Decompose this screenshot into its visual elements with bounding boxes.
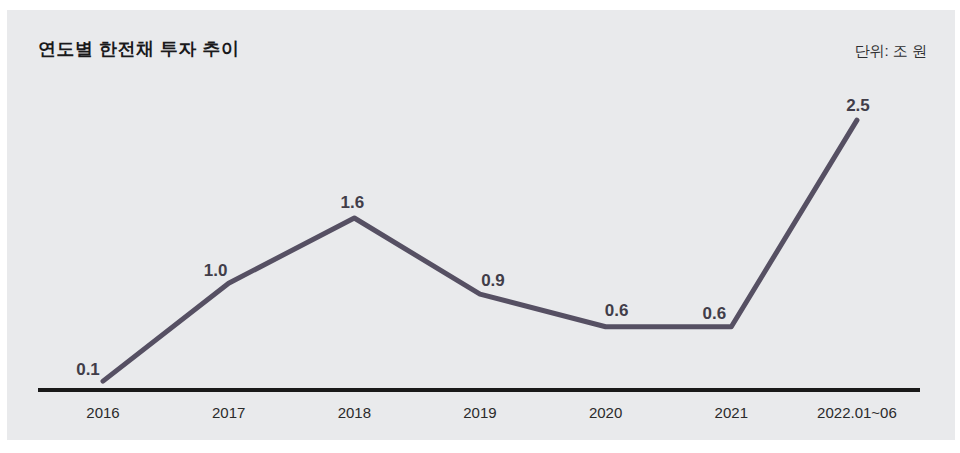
value-label: 1.6 (340, 193, 364, 212)
x-tick-label: 2020 (589, 404, 622, 421)
trend-line (103, 120, 857, 381)
x-tick-label: 2017 (212, 404, 245, 421)
x-tick-label: 2021 (715, 404, 748, 421)
value-label: 0.1 (76, 360, 100, 379)
page-root: 연도별 한전채 투자 추이 단위: 조 원 0.11.01.60.90.60.6… (0, 0, 960, 453)
x-tick-label: 2018 (338, 404, 371, 421)
x-tick-label: 2016 (86, 404, 119, 421)
value-label: 1.0 (204, 261, 228, 280)
x-tick-label: 2022.01~06 (817, 404, 897, 421)
x-tick-label: 2019 (463, 404, 496, 421)
value-label: 0.6 (605, 301, 629, 320)
line-chart: 0.1 1.0 1.6 0.9 0.6 0.6 2.5 2016 2017 2018 2019 202… (0, 0, 960, 453)
value-label: 2.5 (846, 96, 870, 115)
value-label: 0.9 (481, 271, 505, 290)
value-label: 0.6 (702, 304, 726, 323)
